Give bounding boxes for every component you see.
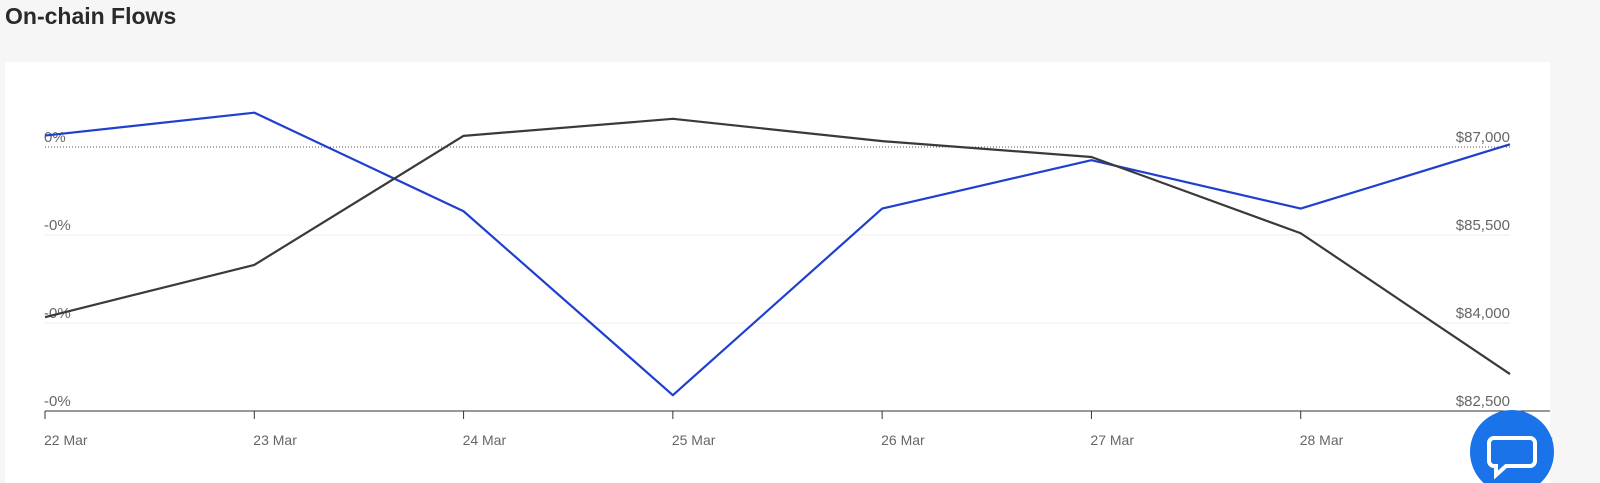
y-tick-label: 0% xyxy=(44,129,66,146)
y2-tick-label: $85,500 xyxy=(1456,217,1510,234)
x-tick-label: 28 Mar xyxy=(1300,432,1344,448)
y2-tick-label: $84,000 xyxy=(1456,305,1510,322)
chart-panel xyxy=(5,62,1550,483)
x-tick-label: 25 Mar xyxy=(672,432,716,448)
chat-button[interactable] xyxy=(1470,410,1554,483)
x-tick-label: 23 Mar xyxy=(253,432,297,448)
x-tick-label: 27 Mar xyxy=(1090,432,1134,448)
x-tick-label: 26 Mar xyxy=(881,432,925,448)
y-tick-label: -0% xyxy=(44,393,71,410)
series-line xyxy=(44,117,1511,375)
y2-tick-label: $82,500 xyxy=(1456,393,1510,410)
y2-tick-label: $87,000 xyxy=(1456,129,1510,146)
chart-title: On-chain Flows xyxy=(5,3,176,29)
chat-icon[interactable] xyxy=(1487,436,1537,480)
series-line xyxy=(44,111,1511,397)
x-tick-label: 24 Mar xyxy=(463,432,507,448)
y-tick-label: -0% xyxy=(44,217,71,234)
x-tick-label: 22 Mar xyxy=(44,432,88,448)
